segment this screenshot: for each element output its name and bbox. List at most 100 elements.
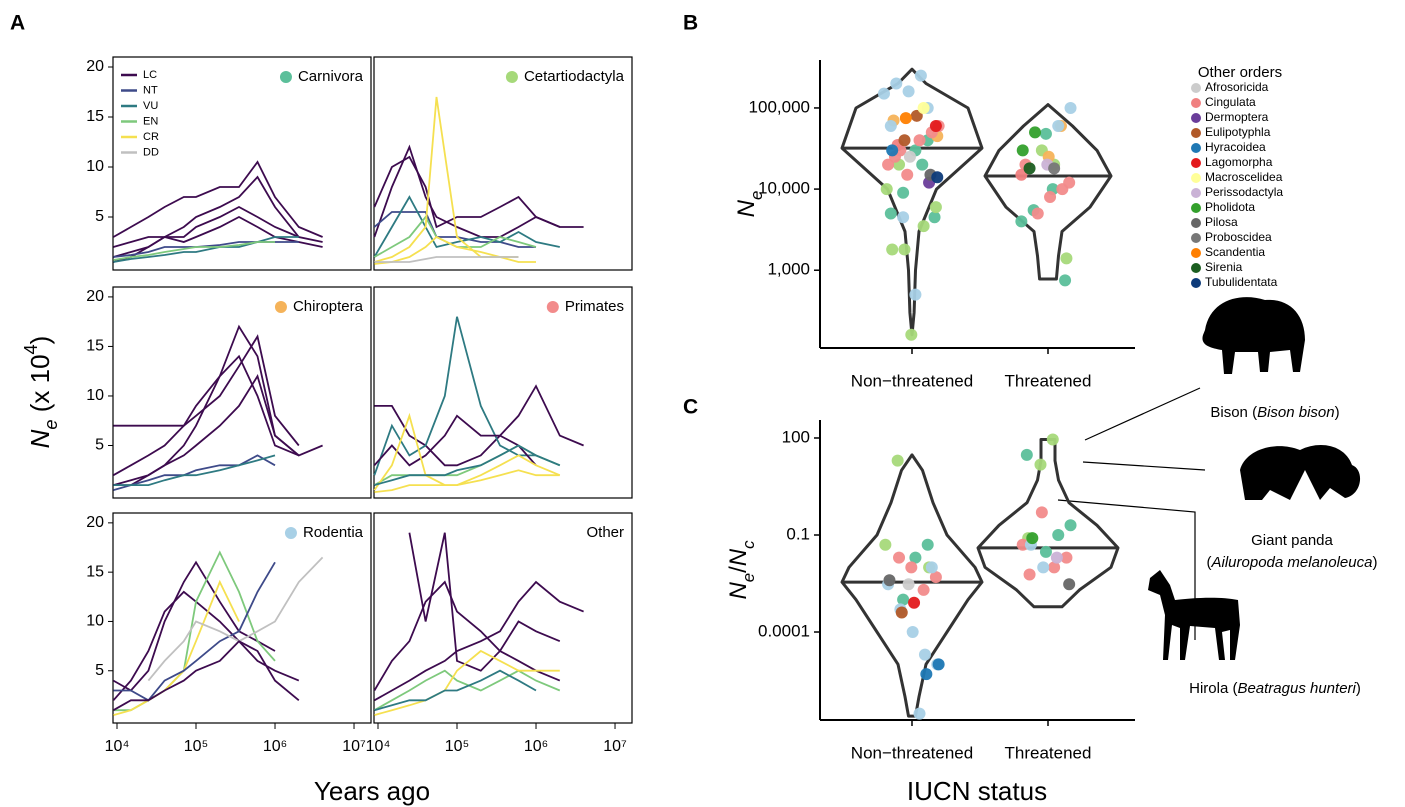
- series-line: [374, 649, 560, 716]
- legend-dot: [1191, 278, 1201, 288]
- point: [1039, 545, 1052, 558]
- point: [1063, 176, 1076, 189]
- y-tick-label: 0.0001: [758, 621, 810, 640]
- subplot-title: Carnivora: [298, 68, 364, 85]
- legend-label: Pholidota: [1205, 200, 1255, 214]
- point: [884, 207, 897, 220]
- point: [883, 574, 896, 587]
- series-line: [374, 444, 561, 486]
- x-tick-label: 10⁴: [366, 738, 391, 755]
- series-line: [113, 236, 299, 263]
- point: [917, 583, 930, 596]
- point: [913, 707, 926, 720]
- point: [920, 668, 933, 681]
- y-tick-label: 5: [95, 208, 104, 225]
- series-line: [373, 580, 561, 691]
- point: [897, 211, 910, 224]
- point: [1026, 532, 1039, 545]
- annotation: Hirola (Beatragus hunteri): [1189, 680, 1361, 697]
- point: [1029, 126, 1042, 139]
- point: [928, 211, 941, 224]
- series-line: [374, 669, 537, 712]
- series-line: [112, 640, 300, 711]
- text-part: 4: [21, 344, 41, 354]
- point: [1039, 127, 1052, 140]
- point: [1016, 144, 1029, 157]
- x-tick-label: 10⁴: [105, 738, 130, 755]
- point: [1020, 448, 1033, 461]
- text-part: N: [25, 429, 55, 448]
- y-tick-label: 10,000: [758, 179, 810, 198]
- text-part: Giant panda: [1251, 532, 1333, 549]
- legend-label: DD: [143, 146, 159, 158]
- text-part: e: [747, 191, 766, 200]
- y-tick-label: 5: [95, 662, 104, 679]
- legend-label: Perissodactyla: [1205, 185, 1283, 199]
- point: [921, 538, 934, 551]
- point: [890, 77, 903, 90]
- y-axis-label: Ne/Nc: [725, 540, 758, 600]
- x-tick-label: Threatened: [1005, 371, 1092, 390]
- annotation: Giant panda: [1251, 532, 1333, 549]
- y-tick-label: 10: [86, 158, 104, 175]
- text-part: (: [1207, 554, 1212, 571]
- legend-label: NT: [143, 84, 158, 96]
- point: [1060, 252, 1073, 265]
- legend-label: Tubulidentata: [1205, 275, 1278, 289]
- legend-dot: [1191, 158, 1201, 168]
- series-line: [113, 205, 300, 263]
- point: [1031, 207, 1044, 220]
- legend-dot: [1191, 173, 1201, 183]
- hirola-silhouette: [1148, 570, 1240, 660]
- point: [879, 538, 892, 551]
- subplot-title: Rodentia: [303, 524, 364, 541]
- order-dot: [279, 71, 292, 83]
- point: [914, 69, 927, 82]
- legend-label: Proboscidea: [1205, 230, 1272, 244]
- point: [929, 201, 942, 214]
- x-tick-label: Non−threatened: [851, 743, 973, 762]
- panel-label: C: [683, 396, 698, 419]
- x-tick-label: 10⁷: [603, 738, 627, 755]
- text-part: ): [1372, 554, 1377, 571]
- point: [917, 101, 930, 114]
- text-part: c: [739, 540, 758, 549]
- point: [925, 561, 938, 574]
- order-dot: [274, 301, 287, 313]
- subplot-title: Other: [586, 524, 624, 541]
- x-tick-label: 10⁵: [445, 738, 469, 755]
- point: [878, 87, 890, 100]
- point: [1048, 561, 1061, 574]
- point: [909, 551, 922, 564]
- legend-label: Sirenia: [1205, 260, 1243, 274]
- y-tick-label: 100: [782, 427, 810, 446]
- point: [1063, 578, 1076, 591]
- legend-dot: [1191, 218, 1201, 228]
- point: [905, 328, 918, 341]
- point: [886, 144, 899, 157]
- order-dot: [505, 71, 518, 83]
- bison-silhouette: [1202, 297, 1305, 374]
- x-tick-label: 10⁷: [342, 738, 366, 755]
- legend-label: Pilosa: [1205, 215, 1238, 229]
- point: [897, 593, 910, 606]
- subplot-frame: [373, 286, 633, 499]
- point: [1052, 528, 1065, 541]
- legend-label: LC: [143, 69, 157, 81]
- y-tick-label: 5: [95, 437, 104, 454]
- text-part: Hirola (: [1189, 680, 1237, 697]
- subplot-frame: [112, 286, 372, 499]
- series-line: [113, 579, 240, 716]
- text-part: (x 10: [25, 354, 55, 419]
- connector: [1082, 461, 1206, 471]
- panel-label: B: [683, 12, 698, 35]
- legend-label: Cingulata: [1205, 95, 1256, 109]
- y-tick-label: 10: [86, 387, 104, 404]
- y-tick-label: 0.1: [786, 524, 810, 543]
- point: [1060, 551, 1073, 564]
- point: [898, 134, 911, 147]
- point: [908, 596, 921, 609]
- series-line: [113, 561, 276, 702]
